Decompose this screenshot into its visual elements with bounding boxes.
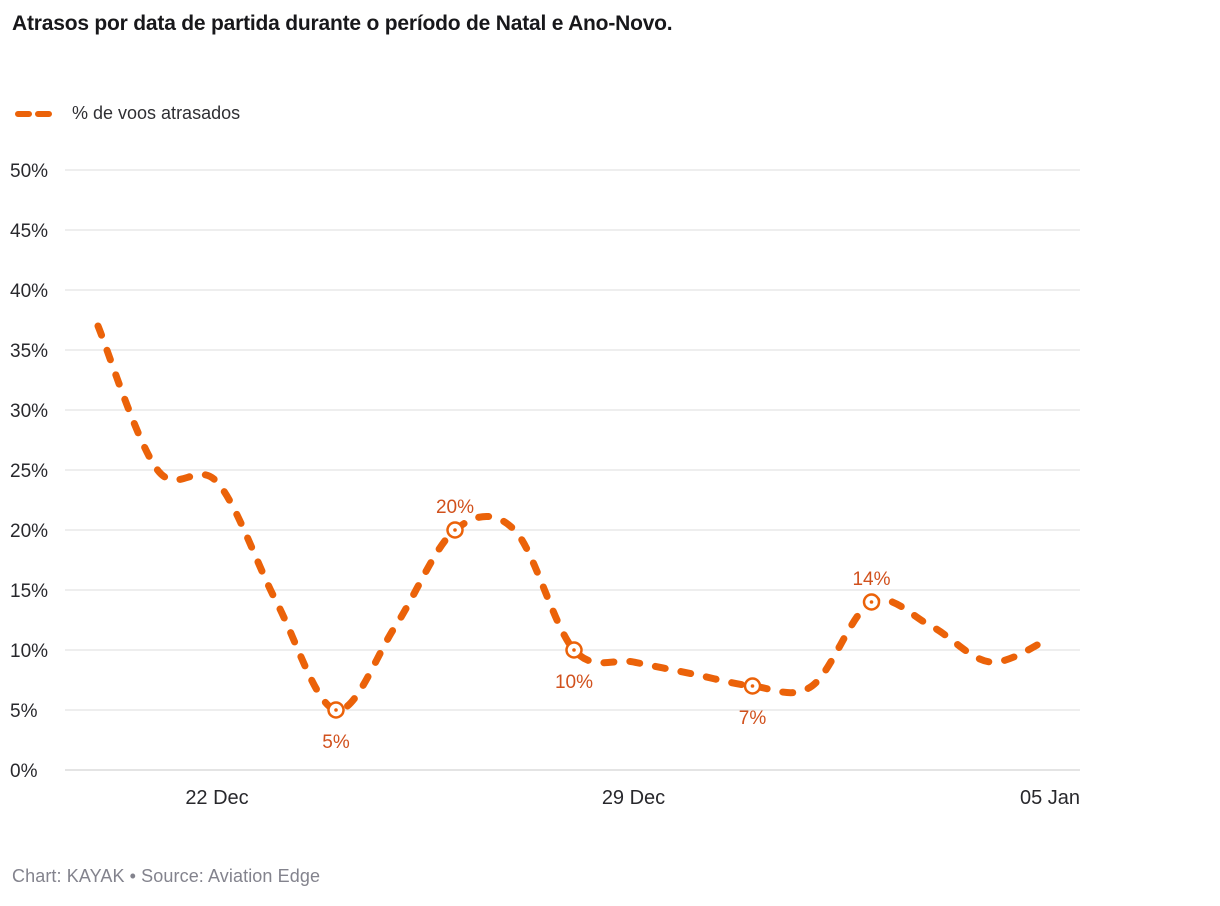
line-chart: 0% 5% 10% 15% 20% 25% 30% 35% 40% 45% 50% 22 Dec 29 …: [10, 161, 1080, 809]
chart-title: Atrasos por data de partida durante o pe…: [12, 12, 673, 35]
data-point-label: 14%: [852, 569, 890, 590]
legend: % de voos atrasados: [14, 103, 240, 124]
y-axis-tick-label: 35%: [10, 341, 48, 362]
data-point-label: 5%: [322, 732, 350, 753]
y-axis-tick-label: 40%: [10, 281, 48, 302]
data-point-center-dot: [334, 708, 338, 712]
y-axis-tick-label: 20%: [10, 521, 48, 542]
y-axis-tick-label: 10%: [10, 641, 48, 662]
x-axis-tick-label: 29 Dec: [602, 787, 665, 809]
y-axis-tick-label: 50%: [10, 161, 48, 182]
dashed-line-swatch-icon: [15, 110, 59, 117]
y-axis-tick-label: 15%: [10, 581, 48, 602]
data-point-label: 10%: [555, 672, 593, 693]
data-point-center-dot: [453, 528, 457, 532]
data-point-center-dot: [750, 684, 755, 688]
y-axis-tick-label: 5%: [10, 701, 38, 722]
data-point-label: 20%: [436, 497, 474, 518]
legend-label: % de voos atrasados: [72, 103, 241, 123]
chart-footer: Chart: KAYAK • Source: Aviation Edge: [12, 866, 321, 886]
data-point-label: 7%: [739, 708, 767, 729]
y-axis-tick-label: 25%: [10, 461, 48, 482]
y-axis-tick-label: 30%: [10, 401, 48, 422]
y-axis-tick-label: 0%: [10, 761, 38, 782]
x-axis-tick-label: 22 Dec: [185, 787, 248, 809]
y-axis-tick-label: 45%: [10, 221, 48, 242]
data-point-center-dot: [869, 600, 874, 604]
x-axis-tick-label: 05 Jan: [1020, 787, 1080, 809]
data-point-center-dot: [572, 648, 576, 652]
